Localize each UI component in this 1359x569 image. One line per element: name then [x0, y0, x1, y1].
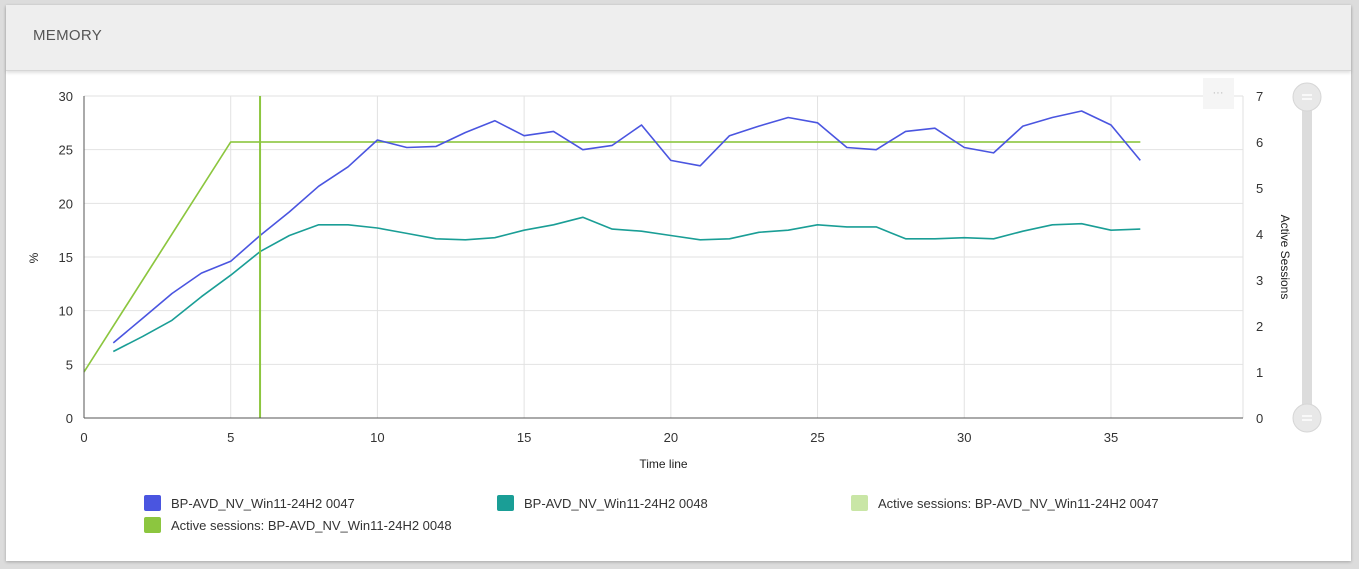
legend-label[interactable]: BP-AVD_NV_Win11-24H2 0048	[524, 496, 708, 511]
series-line-3	[83, 141, 1141, 373]
y2-tick-label: 2	[1256, 319, 1263, 334]
x-tick-label: 15	[517, 430, 531, 445]
x-tick-label: 5	[227, 430, 234, 445]
legend: BP-AVD_NV_Win11-24H2 0047 BP-AVD_NV_Win11…	[144, 495, 1159, 533]
chart-menu-button[interactable]	[1203, 78, 1234, 109]
x-axis-title: Time line	[639, 457, 688, 471]
legend-swatch[interactable]	[144, 495, 161, 511]
panel-title: MEMORY	[33, 27, 103, 44]
x-tick-label: 0	[80, 430, 87, 445]
y-tick-label: 15	[59, 250, 73, 265]
y-tick-label: 25	[59, 143, 73, 158]
legend-swatch[interactable]	[144, 517, 161, 533]
more-icon: ···	[1213, 87, 1224, 99]
zoom-slider-track[interactable]	[1302, 100, 1312, 416]
y-axis-title: %	[27, 252, 41, 263]
y2-tick-label: 3	[1256, 273, 1263, 288]
x-tick-label: 35	[1104, 430, 1118, 445]
legend-label[interactable]: Active sessions: BP-AVD_NV_Win11-24H2 00…	[171, 518, 452, 533]
y2-tick-label: 1	[1256, 365, 1263, 380]
y2-tick-label: 0	[1256, 411, 1263, 426]
y2-tick-label: 7	[1256, 89, 1263, 104]
legend-swatch[interactable]	[851, 495, 868, 511]
memory-panel: MEMORY	[6, 5, 1351, 561]
series-lines	[83, 96, 1141, 418]
chart-controls: ···	[1203, 78, 1322, 433]
x-tick-label: 30	[957, 430, 971, 445]
grid-lines	[83, 95, 1244, 419]
y-tick-label: 10	[59, 304, 73, 319]
y2-tick-label: 4	[1256, 227, 1263, 242]
axes: 0 5 10 15 20 25 30 35 0 5 10 15 20 25 30 0 1 2 3 4 5 6 7 Time l…	[27, 89, 1292, 471]
x-tick-label: 10	[370, 430, 384, 445]
legend-swatch[interactable]	[497, 495, 514, 511]
y-tick-label: 0	[66, 411, 73, 426]
series-line-0	[112, 110, 1141, 344]
y-tick-label: 5	[66, 357, 73, 372]
y2-axis-title: Active Sessions	[1278, 215, 1292, 300]
legend-label[interactable]: Active sessions: BP-AVD_NV_Win11-24H2 00…	[878, 496, 1159, 511]
legend-label[interactable]: BP-AVD_NV_Win11-24H2 0047	[171, 496, 355, 511]
panel-header: MEMORY	[6, 5, 1351, 71]
series-line-1	[112, 216, 1141, 353]
y-tick-label: 30	[59, 89, 73, 104]
zoom-handle-bottom[interactable]	[1292, 403, 1322, 433]
x-tick-label: 20	[664, 430, 678, 445]
y2-tick-label: 5	[1256, 181, 1263, 196]
zoom-handle-top[interactable]	[1292, 82, 1322, 112]
x-tick-label: 25	[810, 430, 824, 445]
y2-tick-label: 6	[1256, 135, 1263, 150]
y-tick-label: 20	[59, 196, 73, 211]
